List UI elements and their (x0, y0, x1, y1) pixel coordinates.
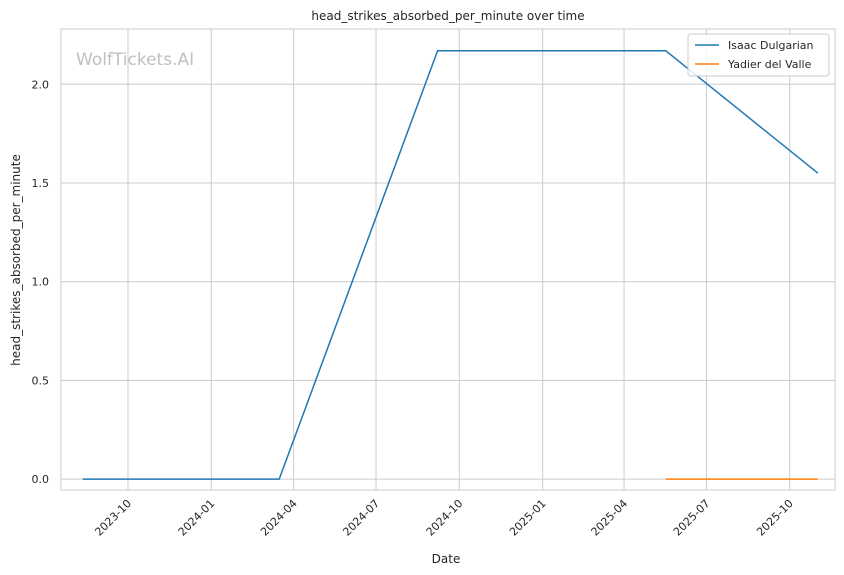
x-tick-label: 2023-10 (92, 497, 134, 539)
y-tick-label: 0.5 (32, 374, 50, 387)
plot-frame (60, 28, 836, 491)
x-tick-label: 2024-04 (258, 497, 300, 539)
x-tick-label: 2024-01 (176, 497, 218, 539)
x-tick-label: 2024-10 (424, 497, 466, 539)
y-tick-label: 2.0 (32, 78, 50, 91)
y-tick-label: 1.5 (32, 177, 50, 190)
legend-box (687, 33, 830, 77)
plot-background (61, 29, 835, 490)
legend-label-isaac-dulgarian: Isaac Dulgarian (728, 39, 814, 52)
y-tick-labels: 0.0 0.5 1.0 1.5 2.0 (32, 78, 50, 486)
x-tick-labels: 2023-10 2024-01 2024-04 2024-07 2024-10 2025-… (92, 497, 795, 539)
x-tick-label: 2025-10 (754, 497, 796, 539)
series-lines (82, 49, 819, 480)
series-line-isaac-dulgarian (82, 49, 819, 480)
y-tick-label: 0.0 (32, 473, 50, 486)
x-axis-label: Date (432, 552, 461, 566)
y-tick-label: 1.0 (32, 276, 50, 289)
watermark: WolfTickets.AI (76, 50, 194, 70)
legend-label-yadier-del-valle: Yadier del Valle (727, 58, 812, 71)
x-tick-label: 2025-07 (671, 497, 713, 539)
y-axis-label: head_strikes_absorbed_per_minute (9, 154, 23, 366)
legend: Isaac Dulgarian Yadier del Valle (687, 33, 830, 77)
x-tick-label: 2024-07 (340, 497, 382, 539)
x-tick-label: 2025-01 (507, 497, 549, 539)
x-tick-label: 2025-04 (588, 497, 630, 539)
chart-title: head_strikes_absorbed_per_minute over ti… (311, 9, 584, 23)
